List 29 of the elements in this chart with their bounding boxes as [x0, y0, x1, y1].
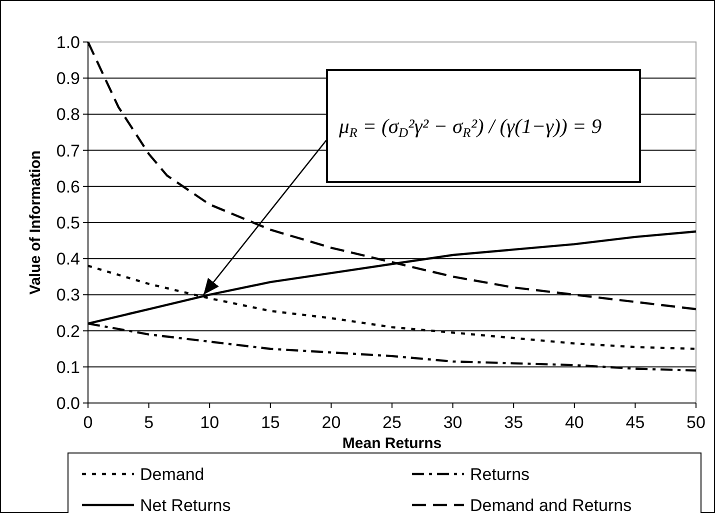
x-tick-label: 40: [564, 413, 584, 432]
y-tick-label: 1.0: [56, 32, 80, 52]
x-tick-label: 30: [443, 413, 462, 432]
legend-label: Net Returns: [140, 496, 231, 513]
y-tick-label: 0.2: [56, 322, 80, 341]
x-tick-label: 15: [260, 413, 280, 432]
legend-label: Demand and Returns: [470, 496, 632, 513]
x-axis-title: Mean Returns: [342, 435, 442, 452]
y-tick-label: 0.5: [56, 213, 80, 232]
y-tick-label: 0.6: [56, 177, 80, 196]
y-tick-label: 0.7: [56, 141, 80, 160]
y-tick-label: 0.1: [56, 358, 80, 377]
annotation: μ$_{R}$ = (σ$_{D}$²γ² − σ$_{R}$²) / (γ(1−γ)) = 9: [338, 116, 602, 140]
x-tick-label: 5: [144, 413, 154, 432]
x-tick-label: 45: [626, 413, 645, 432]
legend-label: Demand: [140, 464, 204, 484]
x-tick-label: 25: [382, 413, 402, 432]
x-tick-label: 10: [200, 413, 220, 432]
x-tick-label: 35: [504, 413, 524, 432]
y-tick-label: 0.0: [56, 394, 80, 413]
x-tick-label: 0: [83, 413, 93, 432]
y-tick-label: 0.9: [56, 69, 80, 88]
y-tick-label: 0.4: [56, 250, 80, 269]
y-tick-label: 0.8: [56, 105, 80, 124]
y-tick-label: 0.3: [56, 286, 80, 305]
x-tick-label: 50: [686, 413, 706, 432]
y-axis-title: Value of Information: [27, 150, 44, 295]
legend-label: Returns: [470, 464, 530, 484]
x-tick-label: 20: [322, 413, 341, 432]
